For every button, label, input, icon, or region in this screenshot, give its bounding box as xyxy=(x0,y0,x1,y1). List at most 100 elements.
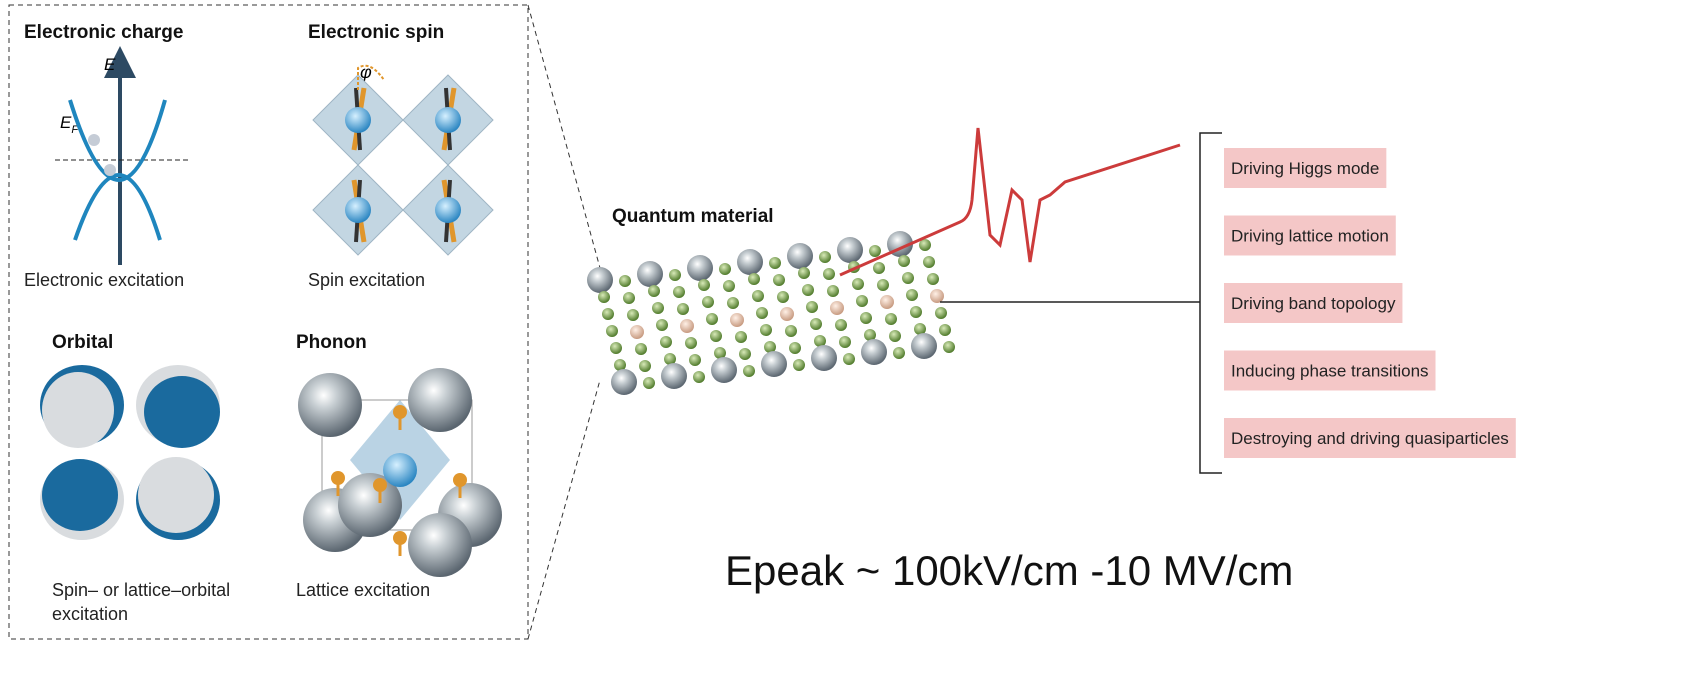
atom xyxy=(789,342,801,354)
ion xyxy=(393,531,407,545)
atom xyxy=(806,301,818,313)
ion xyxy=(453,473,467,487)
zoom-line xyxy=(528,380,600,639)
orbital-lobes xyxy=(40,365,220,540)
atom xyxy=(911,333,937,359)
atom xyxy=(819,251,831,263)
atom xyxy=(610,342,622,354)
atom xyxy=(602,308,614,320)
atom xyxy=(906,289,918,301)
atom xyxy=(777,291,789,303)
atom xyxy=(606,325,618,337)
atom xyxy=(943,341,955,353)
spin-atom xyxy=(345,107,371,133)
atom xyxy=(739,348,751,360)
effect-label: Destroying and driving quasiparticles xyxy=(1231,429,1509,448)
atom xyxy=(383,453,417,487)
atom xyxy=(930,289,944,303)
hole xyxy=(104,164,116,176)
atom xyxy=(939,324,951,336)
atom xyxy=(760,324,772,336)
panel-title: Phonon xyxy=(296,332,367,353)
band xyxy=(70,100,165,180)
atom xyxy=(798,267,810,279)
atom xyxy=(723,280,735,292)
atom xyxy=(802,284,814,296)
spin-atom xyxy=(435,197,461,223)
atom xyxy=(687,255,713,281)
atom xyxy=(756,307,768,319)
atom xyxy=(673,286,685,298)
atom xyxy=(711,357,737,383)
atom xyxy=(598,291,610,303)
atom xyxy=(680,319,694,333)
atom xyxy=(685,337,697,349)
atom xyxy=(893,347,905,359)
atom xyxy=(669,269,681,281)
atom xyxy=(710,330,722,342)
atom xyxy=(587,267,613,293)
atom xyxy=(652,302,664,314)
atom xyxy=(619,275,631,287)
atom xyxy=(935,307,947,319)
electron xyxy=(88,134,100,146)
atom xyxy=(408,368,472,432)
panel-caption: Lattice excitation xyxy=(296,580,430,600)
atom xyxy=(752,290,764,302)
atom xyxy=(730,313,744,327)
atom xyxy=(748,273,760,285)
spin-atom xyxy=(435,107,461,133)
atom xyxy=(737,249,763,275)
atom xyxy=(630,325,644,339)
spin-atom xyxy=(345,197,371,223)
ion xyxy=(373,478,387,492)
atom xyxy=(873,262,885,274)
panel-title: Electronic charge xyxy=(24,22,183,43)
atom xyxy=(787,243,813,269)
panel-title: Orbital xyxy=(52,332,113,353)
atom xyxy=(923,256,935,268)
atom xyxy=(660,336,672,348)
atom xyxy=(889,330,901,342)
effect-label: Driving lattice motion xyxy=(1231,227,1389,246)
atom xyxy=(902,272,914,284)
axis-label: E xyxy=(104,55,116,74)
atom xyxy=(869,245,881,257)
atom xyxy=(827,285,839,297)
atom xyxy=(735,331,747,343)
atom xyxy=(843,353,855,365)
atom xyxy=(811,345,837,371)
atom xyxy=(773,274,785,286)
atom xyxy=(611,369,637,395)
atom xyxy=(785,325,797,337)
thz-pulse xyxy=(840,128,1180,275)
atom xyxy=(743,365,755,377)
left-panel: Electronic charge E EF Electronic excita… xyxy=(9,5,528,639)
atom xyxy=(898,255,910,267)
atom xyxy=(877,279,889,291)
atom xyxy=(706,313,718,325)
atom xyxy=(627,309,639,321)
atom xyxy=(910,306,922,318)
atom xyxy=(643,377,655,389)
diagram: Electronic charge E EF Electronic excita… xyxy=(0,0,1690,689)
atom xyxy=(927,273,939,285)
panel-caption: excitation xyxy=(52,604,128,624)
material-lattice xyxy=(587,231,955,395)
atom xyxy=(639,360,651,372)
field-note: Epeak ~ 100kV/cm -10 MV/cm xyxy=(725,547,1293,594)
material-label: Quantum material xyxy=(612,206,774,227)
atom xyxy=(661,363,687,389)
atom xyxy=(823,268,835,280)
atom xyxy=(860,312,872,324)
ion xyxy=(331,471,345,485)
atom xyxy=(648,285,660,297)
atom xyxy=(761,351,787,377)
atom xyxy=(835,319,847,331)
panel-caption: Spin excitation xyxy=(308,270,425,290)
atom xyxy=(837,237,863,263)
atom xyxy=(693,371,705,383)
effect-label: Driving band topology xyxy=(1231,294,1396,313)
ion xyxy=(393,405,407,419)
atom xyxy=(852,278,864,290)
